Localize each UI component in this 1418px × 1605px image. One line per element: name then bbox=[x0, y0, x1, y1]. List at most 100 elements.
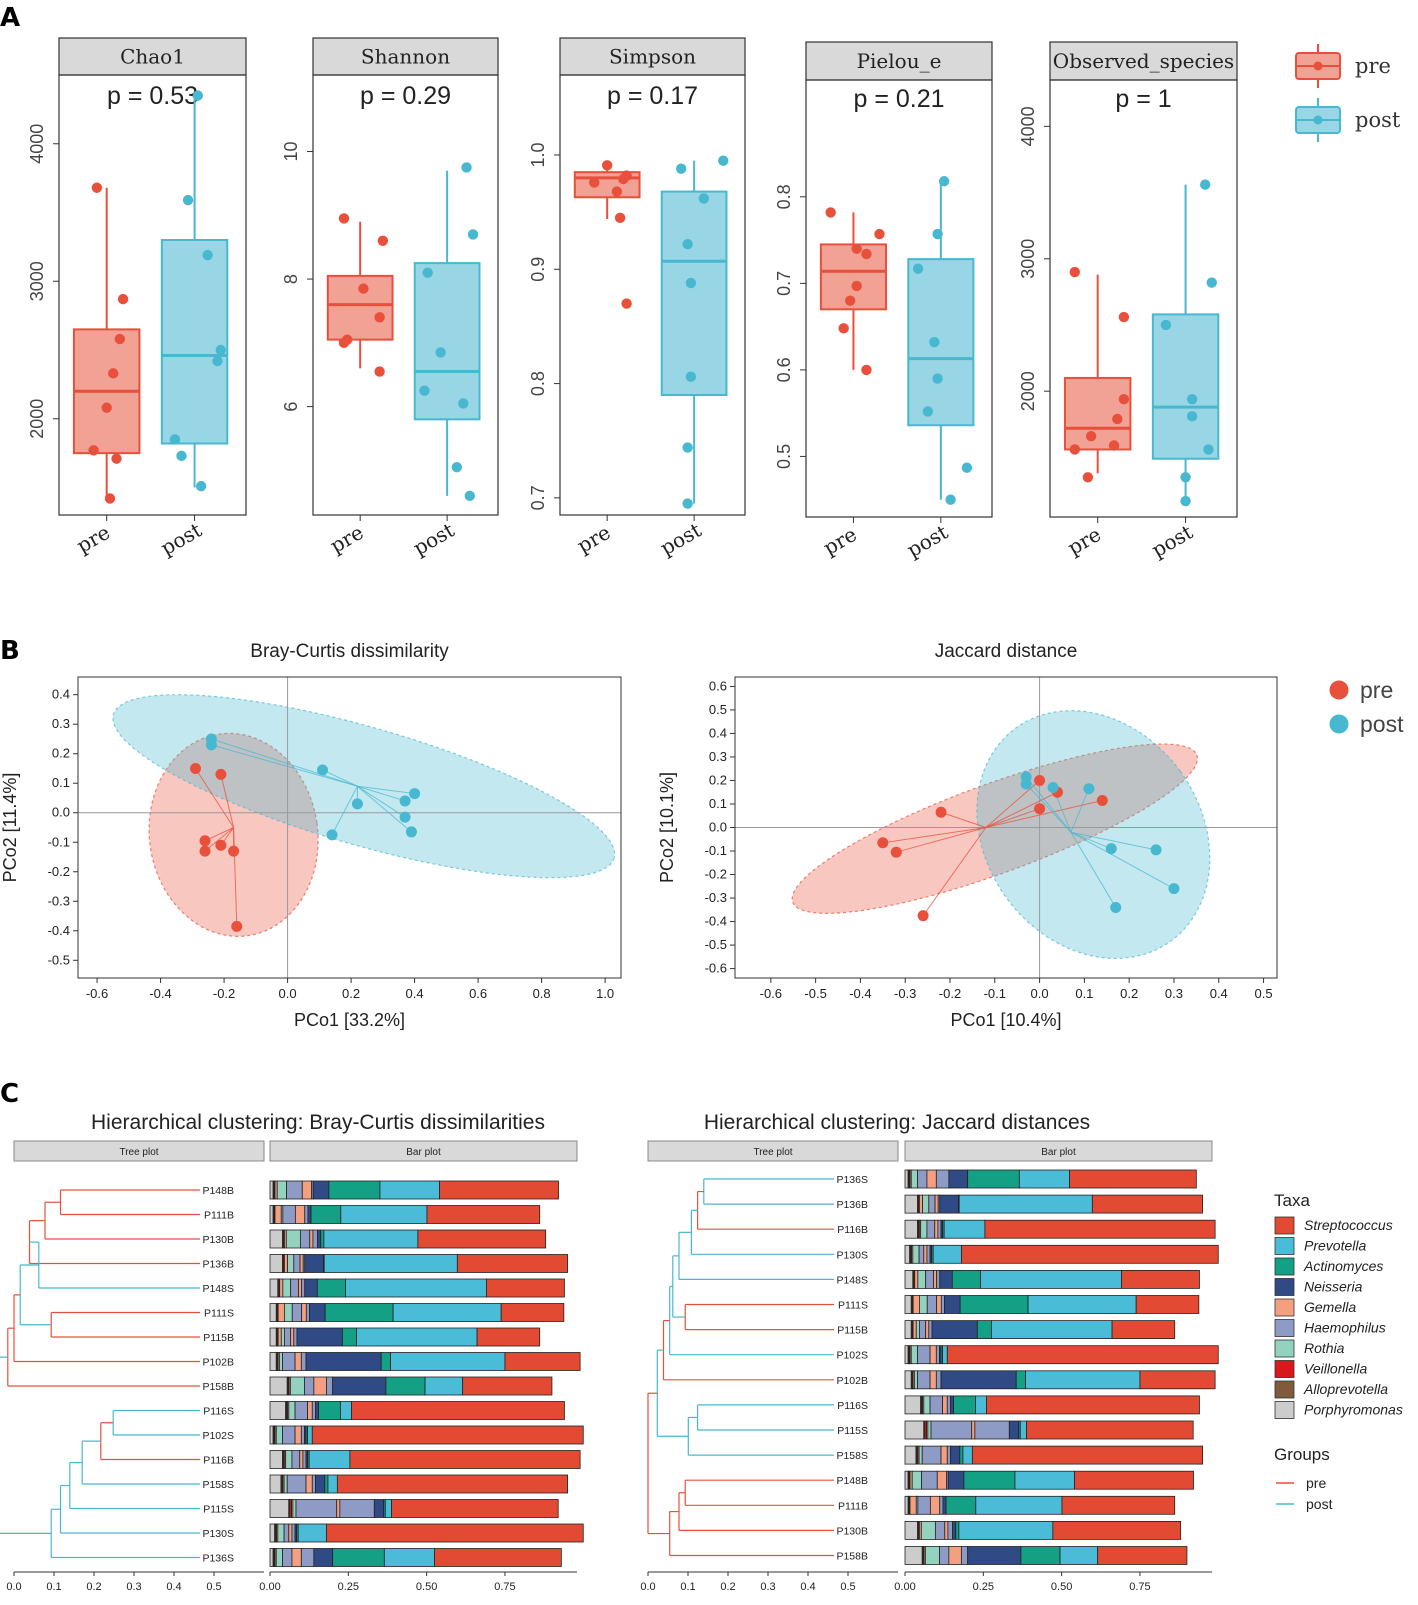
point-pre bbox=[1118, 393, 1130, 405]
stacked-bar-segment bbox=[986, 1395, 1200, 1415]
x-tick-label-bray: 1.0 bbox=[596, 986, 614, 1001]
stacked-bar-segment bbox=[295, 1499, 338, 1518]
stacked-bar-segment bbox=[424, 1376, 464, 1396]
x-tick-label-jaccard: 0.0 bbox=[1031, 986, 1049, 1001]
y-tick-label-observed: 4000 bbox=[1018, 106, 1038, 146]
stacked-bar-segment bbox=[910, 1169, 918, 1189]
point-pre bbox=[1082, 472, 1094, 483]
bar-x-tick-label: 0.00 bbox=[259, 1581, 280, 1593]
facet-strip-chao1 bbox=[58, 37, 247, 76]
stacked-bar-segment bbox=[1111, 1320, 1176, 1339]
stacked-bar-segment bbox=[312, 1229, 319, 1249]
x-tick-label-pielou: post bbox=[903, 520, 952, 562]
stacked-bar-segment bbox=[304, 1254, 324, 1273]
stacked-bar-segment bbox=[312, 1180, 330, 1200]
y-tick-label-bray: 0.4 bbox=[52, 687, 70, 702]
spider-line-pre bbox=[195, 768, 235, 828]
bar-x-tick-label: 0.50 bbox=[416, 1581, 437, 1593]
point-post bbox=[682, 238, 693, 250]
point-post bbox=[195, 480, 207, 492]
stacked-bar-segment bbox=[960, 1546, 969, 1565]
y-tick-label-jaccard: -0.4 bbox=[705, 914, 727, 929]
taxa-legend-label: Porphyromonas bbox=[1304, 1402, 1403, 1418]
stacked-bar-segment bbox=[309, 1303, 326, 1322]
x-tick-label-bray: 0.2 bbox=[342, 986, 360, 1001]
stacked-bar-segment bbox=[1121, 1270, 1200, 1289]
stacked-bar-segment bbox=[269, 1474, 282, 1494]
stacked-bar-segment bbox=[320, 1229, 325, 1249]
leaf-label: P148S bbox=[202, 1283, 234, 1295]
tree-x-tick-label: 0.0 bbox=[6, 1581, 21, 1593]
point-post bbox=[1203, 444, 1214, 455]
stacked-bar-segment bbox=[282, 1205, 296, 1224]
spider-line-post bbox=[357, 785, 406, 802]
spider-line-pre bbox=[896, 827, 986, 853]
stacked-bar-segment bbox=[939, 1495, 944, 1515]
x-tick-label-pielou: pre bbox=[819, 522, 861, 560]
stacked-bar-segment bbox=[919, 1194, 923, 1214]
groups-legend-label: post bbox=[1306, 1496, 1333, 1512]
stacked-bar-segment bbox=[305, 1352, 382, 1371]
point-post bbox=[1180, 495, 1191, 507]
leaf-label: P111S bbox=[838, 1300, 868, 1312]
leaf-label: P111B bbox=[838, 1500, 868, 1512]
stacked-bar-segment bbox=[290, 1327, 295, 1347]
stacked-bar-segment bbox=[967, 1169, 1020, 1189]
stacked-bar-segment bbox=[274, 1205, 282, 1224]
stacked-bar-segment bbox=[276, 1180, 288, 1200]
y-tick-label-jaccard: -0.1 bbox=[705, 843, 727, 858]
x-tick-label-jaccard: -0.4 bbox=[849, 986, 871, 1001]
panel-a-alpha-diversity: Chao1 p = 0.53 2000 3000 4000 pre post Shannon p… bbox=[27, 37, 1401, 562]
tree-x-tick-label: 0.3 bbox=[126, 1581, 141, 1593]
stacked-bar-segment bbox=[289, 1376, 305, 1396]
point-pre bbox=[618, 173, 629, 185]
stacked-bar-segment bbox=[975, 1495, 1063, 1515]
stacked-bar-segment bbox=[950, 1445, 961, 1465]
groups-legend-title: Groups bbox=[1274, 1445, 1330, 1464]
sample-point-pre bbox=[215, 768, 227, 780]
stacked-bar-segment bbox=[285, 1450, 293, 1469]
spider-line-post bbox=[357, 785, 412, 833]
stacked-bar-segment bbox=[336, 1474, 569, 1494]
stacked-bar-segment bbox=[945, 1495, 977, 1515]
leaf-label: P102B bbox=[202, 1357, 234, 1369]
y-tick-label-observed: 2000 bbox=[1018, 371, 1038, 411]
stacked-bar-segment bbox=[269, 1254, 283, 1273]
y-tick-label-simpson: 1.0 bbox=[528, 142, 548, 167]
y-tick-label-shannon: 8 bbox=[281, 274, 301, 284]
stacked-bar-segment bbox=[947, 1470, 965, 1490]
spider-line-pre bbox=[882, 827, 986, 844]
stacked-bar-segment bbox=[385, 1376, 426, 1396]
tree-x-tick-label: 0.4 bbox=[800, 1581, 815, 1593]
point-pre bbox=[614, 212, 626, 224]
stacked-bar-segment bbox=[269, 1327, 277, 1347]
stacked-bar-segment bbox=[971, 1445, 1204, 1465]
x-tick-label-chao1: post bbox=[156, 518, 205, 560]
sample-point-post bbox=[205, 739, 217, 751]
taxa-legend-key bbox=[1274, 1298, 1295, 1317]
stacked-bar-segment bbox=[269, 1376, 288, 1396]
stacked-bar-segment bbox=[924, 1546, 940, 1565]
y-tick-label-jaccard: 0.2 bbox=[709, 772, 727, 787]
bar-x-tick-label: 0.00 bbox=[894, 1581, 915, 1593]
stacked-bar-segment bbox=[934, 1521, 946, 1540]
legend-key-post bbox=[1329, 714, 1349, 734]
sample-point-pre bbox=[890, 846, 902, 858]
stacked-bar-segment bbox=[299, 1229, 311, 1249]
point-pre bbox=[88, 445, 99, 456]
stacked-bar-segment bbox=[313, 1376, 327, 1396]
x-tick-label-jaccard: 0.4 bbox=[1210, 986, 1228, 1001]
stacked-bar-segment bbox=[929, 1345, 937, 1365]
stacked-bar-segment bbox=[286, 1180, 303, 1200]
stacked-bar-segment bbox=[269, 1450, 283, 1469]
legend-label-pre: pre bbox=[1355, 54, 1391, 78]
stacked-bar-segment bbox=[967, 1546, 1022, 1565]
stacked-bar-segment bbox=[304, 1205, 309, 1224]
stacked-bar-segment bbox=[926, 1244, 931, 1264]
point-post bbox=[698, 193, 710, 204]
stacked-bar-segment bbox=[373, 1499, 385, 1518]
y-tick-label-bray: -0.4 bbox=[48, 923, 70, 938]
stacked-bar-segment bbox=[269, 1401, 287, 1420]
stacked-bar-segment bbox=[929, 1370, 937, 1390]
